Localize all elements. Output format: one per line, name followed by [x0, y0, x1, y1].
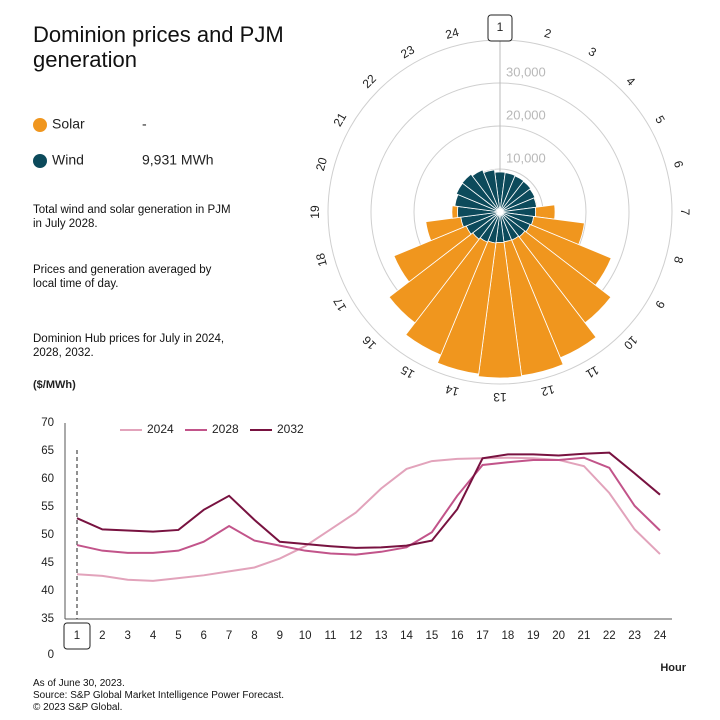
x-tick-label: 10	[299, 630, 312, 642]
x-tick-label: 21	[578, 630, 591, 642]
hour-label: 17	[330, 295, 349, 314]
y-tick-label: 60	[41, 473, 54, 485]
x-tick-label: 5	[175, 630, 181, 642]
x-tick-label: 16	[451, 630, 464, 642]
x-tick-label: 8	[251, 630, 257, 642]
r-tick-label: 30,000	[506, 64, 546, 79]
line	[76, 456, 661, 556]
hour-label: 5	[652, 113, 668, 126]
wedge	[425, 216, 464, 242]
x-tick-label: 4	[150, 630, 157, 642]
legend-swatch	[33, 154, 47, 168]
hour-label: 1	[497, 20, 504, 34]
hour-label: 3	[586, 44, 599, 60]
y-tick-label: 35	[41, 613, 54, 625]
legend-value: 9,931 MWh	[142, 152, 214, 168]
x-tick-label: 24	[654, 630, 667, 642]
wedge	[499, 180, 532, 213]
legend-swatch	[33, 118, 47, 132]
hour-label: 11	[583, 363, 601, 382]
x-axis-label: Hour	[660, 662, 686, 674]
x-tick-label: 6	[201, 630, 207, 642]
hour-label: 9	[652, 298, 668, 311]
y-tick-label: 40	[41, 585, 54, 597]
y-axis-label: ($/MWh)	[33, 379, 76, 391]
hour-label: 4	[623, 74, 638, 89]
note: Prices and generation averaged by local …	[33, 264, 212, 290]
wedge	[388, 232, 480, 324]
x-tick-label: 15	[425, 630, 438, 642]
note: Total wind and solar generation in PJM i…	[33, 204, 231, 230]
legend-name: Solar	[52, 116, 85, 132]
y-tick-label: 0	[48, 649, 54, 661]
hour-label: 12	[539, 382, 556, 399]
wedge	[451, 205, 459, 219]
hour-label: 6	[671, 159, 686, 169]
r-tick-label: 10,000	[506, 150, 546, 165]
wedge	[499, 175, 525, 213]
footer-line: As of June 30, 2023.	[33, 678, 125, 689]
hour-label: 24	[444, 25, 461, 42]
wedge	[436, 240, 497, 375]
hour-label: 13	[493, 390, 507, 404]
legend-value: -	[142, 116, 147, 132]
r-tick-label: 20,000	[506, 107, 546, 122]
x-tick-label: 3	[124, 630, 130, 642]
x-tick-label: 13	[375, 630, 388, 642]
title: Dominion prices and PJM generation	[33, 22, 284, 72]
note: Dominion Hub prices for July in 2024, 20…	[33, 333, 225, 359]
legend-label: 2028	[212, 422, 239, 436]
hour-label: 16	[359, 333, 379, 353]
y-tick-label: 45	[41, 557, 54, 569]
hour-label: 15	[398, 363, 417, 382]
x-tick-label: 19	[527, 630, 540, 642]
hour-label: 18	[313, 251, 330, 268]
x-tick-label: 9	[277, 630, 283, 642]
wedge	[477, 241, 523, 379]
x-tick-label: 14	[400, 630, 413, 642]
wedge	[471, 169, 501, 213]
hour-label: 8	[671, 255, 686, 265]
legend-label: 2024	[147, 422, 174, 436]
x-tick-label: 23	[628, 630, 641, 642]
hour-label: 23	[398, 42, 417, 61]
hour-label: 22	[360, 71, 380, 91]
x-tick-label: 12	[349, 630, 362, 642]
hour-label: 21	[331, 110, 350, 129]
highlight-box	[487, 14, 513, 42]
y-tick-label: 50	[41, 529, 54, 541]
footer: As of June 30, 2023. Source: S&P Global …	[33, 678, 284, 714]
x-tick-label: 1	[74, 630, 80, 642]
wedge	[461, 173, 501, 213]
x-tick-label: 18	[502, 630, 515, 642]
hour-label: 19	[308, 205, 322, 219]
hour-label: 7	[678, 209, 692, 216]
x-tick-label: 11	[325, 630, 337, 642]
x-tick-label: 20	[552, 630, 565, 642]
hour-label: 10	[621, 333, 641, 353]
wedge	[405, 237, 489, 356]
wedge	[393, 225, 472, 283]
x-tick-label: 7	[226, 630, 232, 642]
footer-line: Source: S&P Global Market Intelligence P…	[33, 690, 285, 701]
x-tick-label: 17	[476, 630, 489, 642]
hour-label: 14	[444, 382, 461, 399]
hour-label: 2	[543, 26, 553, 41]
legend-name: Wind	[52, 152, 84, 168]
line	[76, 456, 661, 582]
y-tick-label: 65	[41, 445, 54, 457]
hour-label: 20	[313, 156, 330, 173]
line	[76, 451, 661, 549]
y-tick-label: 70	[41, 417, 54, 429]
x-tick-label: 22	[603, 630, 616, 642]
legend-label: 2032	[277, 422, 304, 436]
footer-line: © 2023 S&P Global.	[33, 702, 123, 713]
y-tick-label: 55	[41, 501, 54, 513]
wedge	[483, 169, 501, 213]
highlight-box	[63, 622, 91, 650]
x-tick-label: 2	[99, 630, 105, 642]
